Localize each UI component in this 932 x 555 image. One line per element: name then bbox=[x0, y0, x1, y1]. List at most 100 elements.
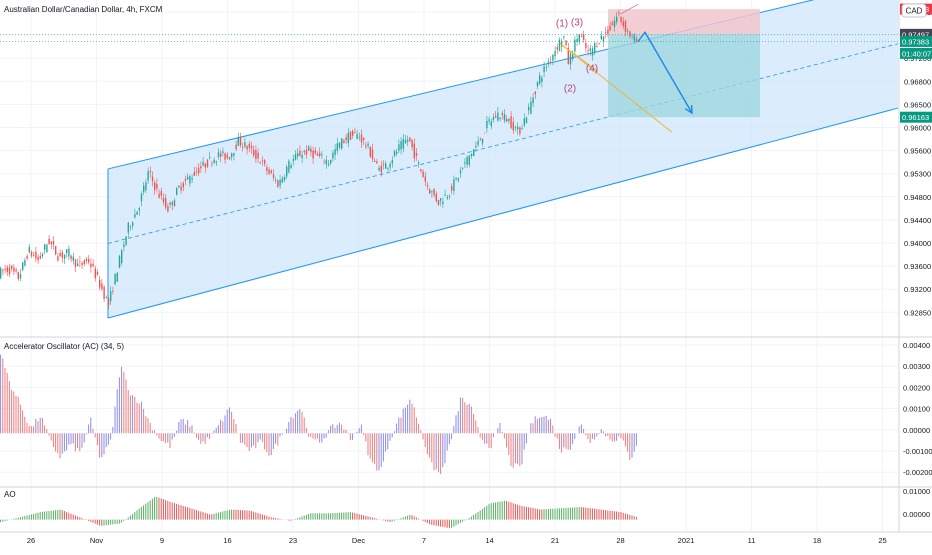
candle-body bbox=[334, 149, 336, 155]
candle-body bbox=[607, 29, 609, 35]
candle-body bbox=[543, 66, 545, 73]
candle-body bbox=[580, 36, 583, 38]
price-tick-label: 0.96000 bbox=[904, 124, 931, 133]
candle-body bbox=[398, 144, 400, 151]
candle-body bbox=[275, 179, 277, 181]
candle-body bbox=[145, 182, 147, 191]
candle-body bbox=[154, 182, 156, 191]
candle-body bbox=[618, 12, 620, 14]
ac-tick-label: -0.00200 bbox=[903, 468, 932, 477]
drawings: (1) (2) (3) (4) (5) bbox=[556, 0, 693, 133]
candle-body bbox=[400, 141, 402, 150]
candle-body bbox=[380, 165, 382, 173]
candle-body bbox=[429, 189, 431, 194]
candle-body bbox=[266, 167, 268, 171]
candle-body bbox=[79, 261, 81, 263]
candle-body bbox=[338, 142, 341, 148]
candle-body bbox=[578, 34, 580, 43]
candle-body bbox=[382, 163, 385, 165]
candle-body bbox=[228, 156, 231, 160]
candle-body bbox=[173, 200, 176, 207]
candle-body bbox=[244, 142, 246, 147]
ac-tick-label: 0.00000 bbox=[903, 426, 930, 435]
candle-body bbox=[268, 169, 270, 174]
candle-body bbox=[323, 161, 325, 163]
time-tick-label: 7 bbox=[422, 536, 426, 545]
candle-body bbox=[495, 115, 497, 118]
candle-body bbox=[512, 122, 514, 131]
candle-body bbox=[239, 136, 242, 146]
candle-body bbox=[545, 67, 547, 68]
candle-body bbox=[220, 153, 222, 157]
candle-body bbox=[528, 107, 530, 111]
candle-body bbox=[488, 119, 490, 122]
candle-body bbox=[558, 39, 561, 51]
candle-body bbox=[404, 140, 407, 143]
time-tick-label: Nov bbox=[90, 536, 104, 545]
candle-body bbox=[631, 34, 633, 36]
candle-body bbox=[242, 147, 244, 148]
candle-body bbox=[611, 23, 613, 26]
candle-body bbox=[470, 153, 473, 157]
candle-body bbox=[149, 171, 151, 173]
candle-body bbox=[213, 159, 215, 163]
ac-tick-label: 0.00300 bbox=[903, 362, 930, 371]
candle-body bbox=[600, 35, 602, 40]
candle-body bbox=[534, 91, 536, 95]
candle-body bbox=[387, 167, 389, 169]
candle-body bbox=[198, 168, 200, 174]
candle-body bbox=[589, 48, 591, 51]
candle-body bbox=[231, 153, 233, 157]
ac-pane-title: Accelerator Oscillator (AC) (34, 5) bbox=[4, 342, 124, 351]
candle-body bbox=[525, 117, 528, 124]
time-tick-label: 23 bbox=[289, 536, 297, 545]
candle-body bbox=[479, 139, 481, 141]
candle-body bbox=[103, 286, 105, 299]
candle-body bbox=[24, 260, 26, 266]
candle-body bbox=[422, 171, 424, 178]
candle-body bbox=[367, 143, 369, 146]
candle-body bbox=[28, 246, 30, 253]
candle-body bbox=[94, 268, 96, 279]
candle-body bbox=[233, 152, 235, 156]
candle-body bbox=[127, 222, 129, 233]
pane-frames bbox=[0, 0, 932, 533]
candle-body bbox=[39, 256, 41, 259]
currency-badge[interactable]: CAD bbox=[901, 3, 927, 18]
candle-body bbox=[134, 214, 136, 218]
candle-body bbox=[193, 172, 195, 176]
candle-body bbox=[118, 255, 121, 268]
candle-body bbox=[257, 152, 259, 159]
candle-body bbox=[499, 117, 501, 120]
candle-body bbox=[413, 143, 415, 159]
candle-body bbox=[202, 161, 204, 166]
candle-body bbox=[22, 262, 24, 270]
candle-body bbox=[19, 274, 22, 279]
candle-body bbox=[633, 35, 635, 41]
ac-histogram bbox=[0, 354, 637, 475]
candle-body bbox=[314, 150, 316, 154]
candle-body bbox=[200, 166, 202, 169]
candle-body bbox=[105, 297, 107, 298]
candle-body bbox=[576, 38, 578, 42]
candle-body bbox=[466, 157, 468, 165]
candle-body bbox=[391, 160, 393, 164]
candle-body bbox=[605, 32, 607, 33]
candle-body bbox=[140, 193, 143, 202]
channel-upper-line bbox=[107, 0, 815, 170]
candle-body bbox=[308, 146, 310, 151]
candle-body bbox=[561, 41, 563, 47]
candle-body bbox=[484, 132, 486, 134]
candle-body bbox=[178, 185, 180, 188]
candle-body bbox=[620, 16, 622, 22]
candle-body bbox=[349, 131, 352, 141]
candle-body bbox=[211, 163, 213, 165]
candle-body bbox=[68, 248, 70, 257]
candle-body bbox=[347, 132, 349, 143]
price-tick-label: 0.94800 bbox=[904, 193, 931, 202]
candle-body bbox=[539, 75, 541, 84]
candle-body bbox=[523, 118, 525, 126]
price-badge-label: 0.96163 bbox=[902, 113, 929, 122]
